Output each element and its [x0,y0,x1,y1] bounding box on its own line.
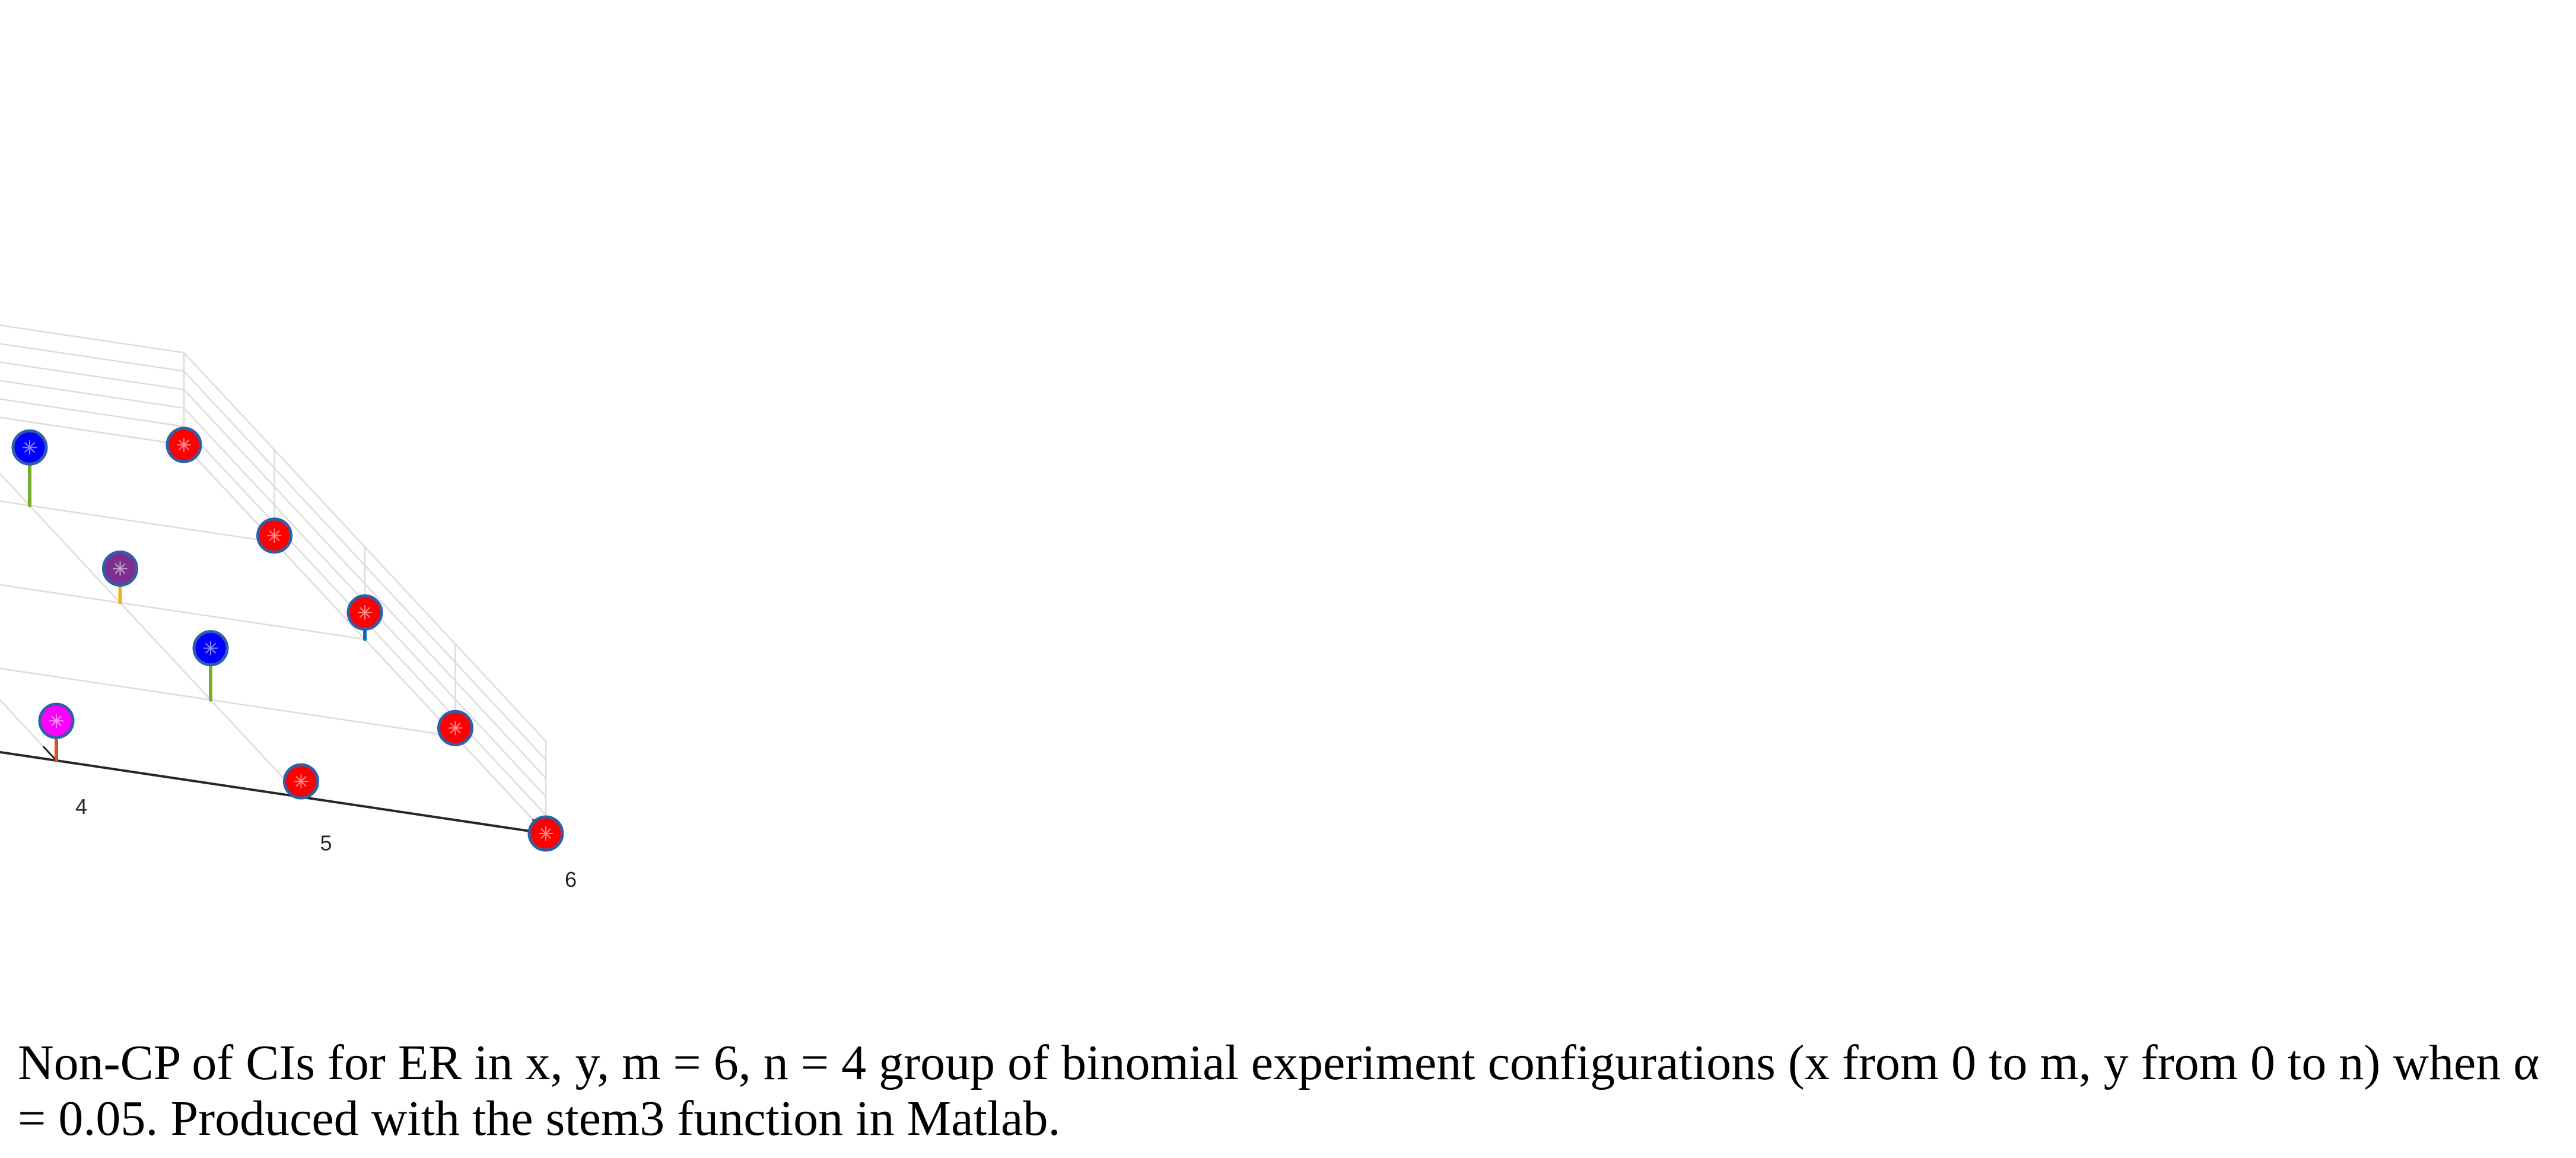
figure-caption: Non-CP of CIs for ER in x, y, m = 6, n =… [18,1035,2540,1146]
x-tick-label: 6 [565,867,577,892]
marker-star-glyph [358,605,372,620]
marker-star-glyph [267,528,282,543]
marker-star-glyph [203,641,218,656]
stem3-chart-canvas: 01234560123400.010.020.030.040.05 xyNon-… [0,325,577,892]
marker-star-glyph [177,438,191,452]
side-wall-grid-horizontal [183,352,547,742]
side-wall-grid-horizontal [183,389,547,779]
marker-star-glyph [294,774,309,789]
floor-grid-line-y [0,500,275,543]
tick-labels: 01234560123400.010.020.030.040.05 [75,794,577,892]
marker-star-glyph [49,714,63,728]
x-tick-label: 4 [75,794,87,819]
stem3-plot: 01234560123400.010.020.030.040.05 xyNon-… [0,325,577,892]
side-wall-grid-horizontal [183,370,547,761]
marker-star-glyph [23,440,37,455]
marker-star-glyph [539,826,553,841]
back-wall-grid-horizontal [0,325,185,354]
marker-star-glyph [113,561,128,576]
x-tick-mark [43,746,58,762]
stems [11,427,564,852]
marker-star-glyph [448,721,463,736]
x-tick-label: 5 [320,831,332,855]
